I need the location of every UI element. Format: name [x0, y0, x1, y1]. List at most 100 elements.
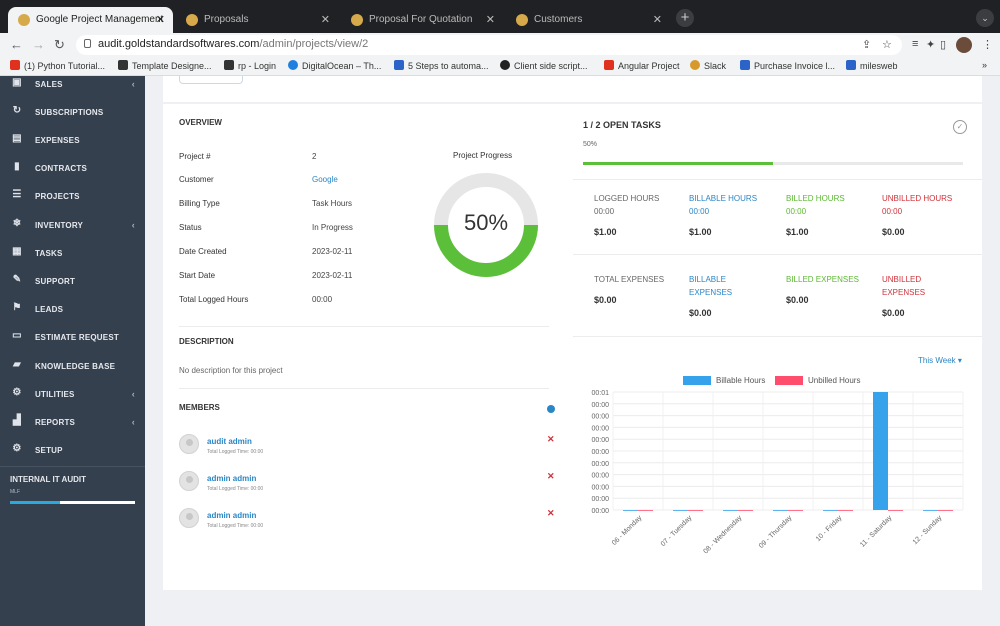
- profile-avatar[interactable]: [956, 37, 972, 53]
- member-name-link[interactable]: audit admin: [207, 437, 252, 446]
- tab-close-icon[interactable]: ✕: [155, 14, 165, 26]
- bar-unbilled-hours[interactable]: [888, 510, 903, 511]
- forward-arrow-icon[interactable]: →: [32, 37, 45, 52]
- tab-close-icon[interactable]: ✕: [320, 14, 330, 26]
- divider: [179, 388, 549, 389]
- bookmark-digitalocean[interactable]: DigitalOcean – Th...: [288, 60, 381, 71]
- bar-billable-hours[interactable]: [723, 510, 738, 511]
- sidebar-item-utilities[interactable]: ⚙ UTILITIES ‹: [0, 386, 145, 406]
- total-logged-hours-value: 00:00: [312, 295, 333, 304]
- sidebar-item-setup[interactable]: ⚙ SETUP: [0, 442, 145, 462]
- address-bar[interactable]: audit.goldstandardsoftwares.com/admin/pr…: [76, 35, 902, 55]
- bookmarks-overflow-icon[interactable]: »: [982, 60, 988, 70]
- bar-billable-hours[interactable]: [623, 510, 638, 511]
- logged-hours-label: LOGGED HOURS: [594, 194, 660, 203]
- media-icon[interactable]: ≡: [912, 38, 919, 50]
- bookmark-5-steps[interactable]: 5 Steps to automa...: [394, 60, 489, 71]
- legend-billable-swatch[interactable]: [683, 376, 711, 385]
- bookmark-angular-project[interactable]: Angular Project: [604, 60, 680, 71]
- legend-unbilled-swatch[interactable]: [775, 376, 803, 385]
- bar-billable-hours[interactable]: [673, 510, 688, 511]
- sidebar-item-support[interactable]: ✎ SUPPORT: [0, 273, 145, 293]
- side-panel-icon[interactable]: ▯: [940, 39, 947, 51]
- bar-unbilled-hours[interactable]: [788, 510, 803, 511]
- browser-menu-icon[interactable]: ⋮: [982, 39, 993, 51]
- site-favicon-icon: [516, 14, 528, 26]
- share-icon[interactable]: ⇪: [862, 39, 872, 51]
- bar-billable-hours[interactable]: [923, 510, 938, 511]
- add-member-gear-icon[interactable]: [547, 405, 555, 413]
- project-progress-widget[interactable]: INTERNAL IT AUDIT MLF: [0, 466, 145, 516]
- tab-google-project-management[interactable]: Google Project Management ✕: [8, 7, 173, 33]
- extensions-icon[interactable]: ✦: [926, 39, 936, 51]
- url-host: audit.goldstandardsoftwares.com: [98, 38, 260, 50]
- tab-close-icon[interactable]: ✕: [652, 14, 662, 26]
- member-name-link[interactable]: admin admin: [207, 474, 257, 483]
- customer-link[interactable]: Google: [312, 175, 338, 184]
- snowflake-icon: ❄: [12, 218, 22, 229]
- y-tick-label: 00:00: [591, 473, 609, 480]
- youtube-icon: [10, 60, 20, 70]
- sidebar-item-leads[interactable]: ⚑ LEADS: [0, 301, 145, 321]
- bar-unbilled-hours[interactable]: [938, 510, 953, 511]
- bookmark-slack[interactable]: Slack: [690, 60, 726, 71]
- rp-icon: [224, 60, 234, 70]
- tab-close-icon[interactable]: ✕: [485, 14, 495, 26]
- bookmark-template-designer[interactable]: Template Designe...: [118, 60, 212, 71]
- project-action-button[interactable]: [179, 76, 243, 84]
- wrench-icon: ✎: [12, 274, 22, 285]
- bar-unbilled-hours[interactable]: [638, 510, 653, 511]
- new-tab-plus-icon[interactable]: +: [676, 9, 694, 27]
- divider: [179, 326, 549, 327]
- x-tick-label: 07 - Tuesday: [660, 514, 694, 548]
- divider: [573, 336, 982, 337]
- bookmark-star-icon[interactable]: ☆: [882, 39, 892, 51]
- bar-billable-hours[interactable]: [773, 510, 788, 511]
- bar-unbilled-hours[interactable]: [838, 510, 853, 511]
- description-text: No description for this project: [179, 366, 283, 375]
- sidebar-item-sales[interactable]: ▣ SALES ‹: [0, 76, 145, 96]
- bar-unbilled-hours[interactable]: [738, 510, 753, 511]
- sidebar-item-inventory[interactable]: ❄ INVENTORY ‹: [0, 217, 145, 237]
- legend-unbilled-label: Unbilled Hours: [808, 376, 861, 385]
- bar-billable-hours[interactable]: [823, 510, 838, 511]
- chart-period-dropdown[interactable]: This Week ▾: [918, 356, 962, 365]
- sidebar-item-subscriptions[interactable]: ↻ SUBSCRIPTIONS: [0, 104, 145, 124]
- sidebar-item-tasks[interactable]: ▦ TASKS: [0, 245, 145, 265]
- bar-unbilled-hours[interactable]: [688, 510, 703, 511]
- file-icon: ▮: [14, 161, 20, 172]
- bookmark-python-tutorial[interactable]: (1) Python Tutorial...: [10, 60, 105, 71]
- member-name-link[interactable]: admin admin: [207, 511, 257, 520]
- sidebar-item-reports[interactable]: ▟ REPORTS ‹: [0, 414, 145, 434]
- bookmark-purchase-invoice[interactable]: Purchase Invoice l...: [740, 60, 835, 71]
- sidebar-item-contracts[interactable]: ▮ CONTRACTS: [0, 160, 145, 180]
- tab-proposal-for-quotation[interactable]: Proposal For Quotation ✕: [341, 7, 503, 33]
- avatar: [179, 471, 199, 491]
- billable-hours-time: 00:00: [689, 207, 710, 216]
- overview-label: Project #: [179, 152, 211, 161]
- check-circle-icon[interactable]: ✓: [953, 120, 967, 134]
- tab-proposals[interactable]: Proposals ✕: [176, 7, 338, 33]
- sidebar-item-estimate-request[interactable]: ▭ ESTIMATE REQUEST: [0, 329, 145, 349]
- y-tick-label: 00:00: [591, 508, 609, 515]
- sidebar-item-projects[interactable]: ☰ PROJECTS: [0, 188, 145, 208]
- sales-icon: ▣: [12, 77, 22, 88]
- reload-icon[interactable]: ↻: [54, 37, 65, 52]
- site-favicon-icon: [351, 14, 363, 26]
- tasks-percent: 50%: [583, 141, 598, 148]
- billing-type-value: Task Hours: [312, 199, 353, 208]
- tab-customers[interactable]: Customers ✕: [506, 7, 670, 33]
- project-progress-percent: 50%: [463, 210, 509, 235]
- sidebar-item-knowledge-base[interactable]: ▰ KNOWLEDGE BASE: [0, 358, 145, 378]
- bookmark-rp-login[interactable]: rp - Login: [224, 60, 276, 71]
- bar-billable-hours[interactable]: [873, 392, 888, 510]
- remove-member-icon[interactable]: ✕: [547, 434, 555, 444]
- remove-member-icon[interactable]: ✕: [547, 508, 555, 518]
- bookmark-client-side-script[interactable]: Client side script...: [500, 60, 588, 71]
- project-number-value: 2: [312, 152, 317, 161]
- remove-member-icon[interactable]: ✕: [547, 471, 555, 481]
- tab-search-chevron-icon[interactable]: ⌄: [976, 9, 994, 27]
- bookmark-milesweb[interactable]: milesweb: [846, 60, 898, 71]
- back-arrow-icon[interactable]: ←: [10, 37, 23, 52]
- sidebar-item-expenses[interactable]: ▤ EXPENSES: [0, 132, 145, 152]
